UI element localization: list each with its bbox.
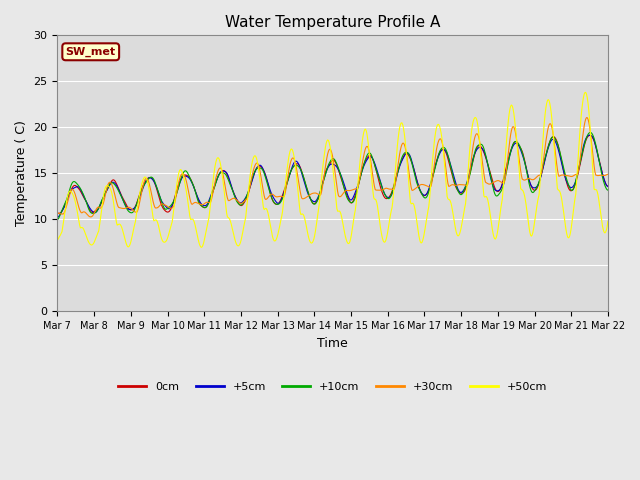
0cm [64,194,72,200]
+50cm [604,218,612,224]
Line: 0cm: 0cm [58,135,608,213]
0cm [54,210,61,216]
+50cm [401,131,408,136]
Line: +5cm: +5cm [58,135,608,217]
+30cm [121,205,129,211]
+5cm [416,186,424,192]
+5cm [586,132,593,138]
Text: SW_met: SW_met [66,47,116,57]
+30cm [86,214,94,220]
+10cm [176,179,184,185]
+10cm [399,152,407,157]
+30cm [206,200,214,205]
+50cm [176,167,184,173]
+30cm [417,182,424,188]
0cm [55,210,63,216]
+50cm [120,232,128,238]
+10cm [54,217,61,223]
Y-axis label: Temperature ( C): Temperature ( C) [15,120,28,226]
+5cm [120,200,128,205]
+50cm [417,239,424,245]
Line: +10cm: +10cm [58,132,608,220]
+10cm [120,200,128,205]
0cm [401,152,408,158]
Line: +30cm: +30cm [58,118,608,217]
Title: Water Temperature Profile A: Water Temperature Profile A [225,15,440,30]
+30cm [63,200,71,206]
0cm [586,132,593,138]
+10cm [205,199,213,205]
+30cm [582,115,590,120]
0cm [604,183,612,189]
0cm [417,188,424,194]
+10cm [63,194,71,200]
Legend: 0cm, +5cm, +10cm, +30cm, +50cm: 0cm, +5cm, +10cm, +30cm, +50cm [114,377,552,396]
+30cm [401,142,408,147]
+5cm [63,196,71,202]
+50cm [198,244,205,250]
+5cm [54,215,61,220]
+5cm [399,155,407,160]
+5cm [604,184,612,190]
X-axis label: Time: Time [317,336,348,349]
+10cm [604,187,612,193]
+10cm [586,130,594,135]
+30cm [54,210,61,216]
Line: +50cm: +50cm [58,93,608,247]
+10cm [416,187,424,192]
+50cm [206,207,214,213]
0cm [121,199,129,204]
0cm [177,177,184,182]
+5cm [205,198,213,204]
0cm [206,198,214,204]
+30cm [604,171,612,177]
+30cm [177,173,184,179]
+50cm [54,237,61,243]
+50cm [63,194,71,200]
+50cm [582,90,589,96]
+5cm [176,180,184,185]
